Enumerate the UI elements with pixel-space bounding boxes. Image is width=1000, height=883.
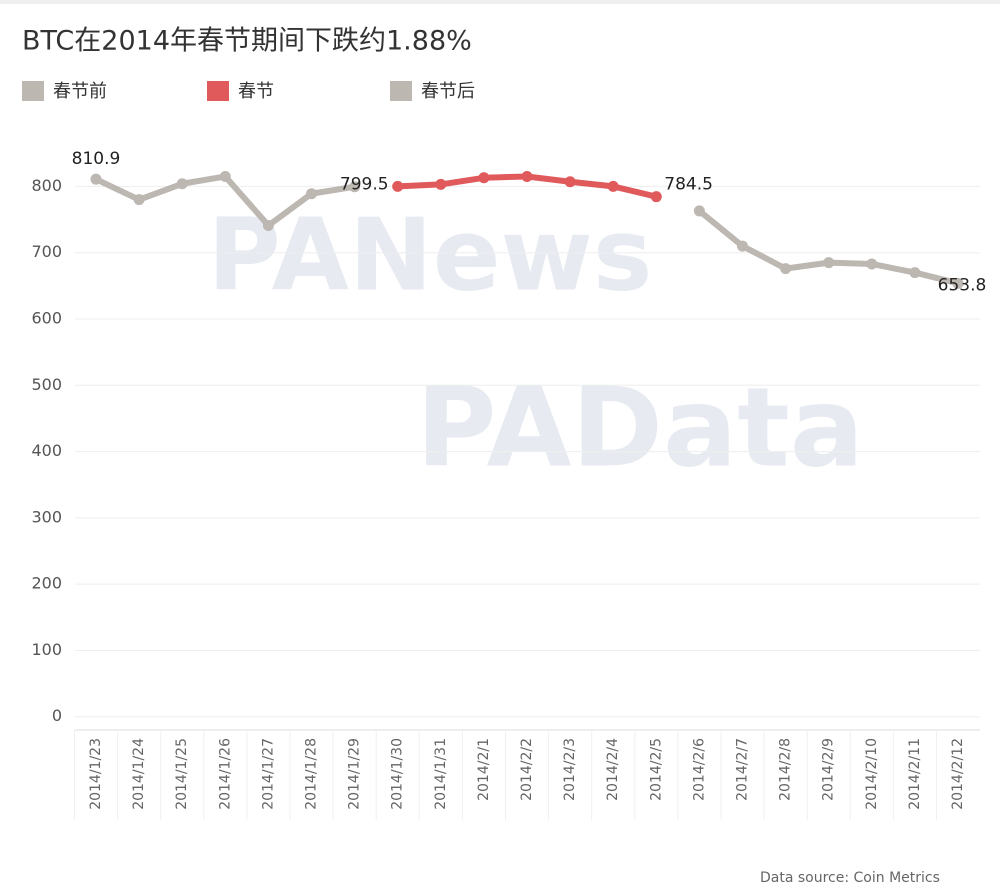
x-tick-label: 2014/1/24 bbox=[131, 738, 147, 810]
legend-swatch bbox=[390, 81, 412, 101]
legend-label: 春节前 bbox=[53, 81, 107, 102]
point bbox=[564, 176, 576, 188]
point bbox=[866, 258, 878, 270]
point bbox=[909, 267, 921, 279]
y-tick-label: 200 bbox=[31, 574, 62, 593]
y-tick-label: 100 bbox=[31, 640, 62, 659]
point bbox=[219, 170, 231, 182]
x-tick-label: 2014/1/26 bbox=[217, 738, 233, 810]
point bbox=[176, 178, 188, 190]
y-tick-label: 500 bbox=[31, 375, 62, 394]
x-tick-label: 2014/1/31 bbox=[433, 738, 449, 810]
point bbox=[693, 205, 705, 217]
x-tick-label: 2014/2/11 bbox=[907, 738, 923, 810]
watermark: PAData bbox=[416, 363, 864, 491]
legend-swatch bbox=[22, 81, 44, 101]
x-tick-label: 2014/1/27 bbox=[260, 738, 276, 810]
point bbox=[392, 180, 404, 192]
point bbox=[650, 191, 662, 203]
x-tick-label: 2014/2/10 bbox=[864, 738, 880, 810]
point bbox=[952, 277, 964, 289]
x-tick-label: 2014/1/30 bbox=[390, 738, 406, 810]
x-tick-label: 2014/2/5 bbox=[648, 738, 664, 801]
x-tick-label: 2014/1/25 bbox=[174, 738, 190, 810]
x-tick-label: 2014/2/12 bbox=[950, 738, 966, 810]
legend-label: 春节 bbox=[238, 81, 274, 102]
x-tick-label: 2014/2/7 bbox=[735, 738, 751, 801]
y-tick-label: 700 bbox=[31, 242, 62, 261]
x-tick-label: 2014/2/2 bbox=[519, 738, 535, 801]
point bbox=[349, 181, 361, 193]
legend-swatch bbox=[207, 81, 229, 101]
legend-label: 春节后 bbox=[421, 81, 475, 102]
x-tick-label: 2014/1/28 bbox=[304, 738, 320, 810]
y-tick-label: 0 bbox=[52, 706, 62, 725]
point bbox=[737, 240, 748, 252]
x-tick-label: 2014/2/6 bbox=[691, 738, 707, 801]
point bbox=[262, 220, 274, 232]
point bbox=[306, 188, 317, 200]
point bbox=[823, 257, 835, 269]
y-tick-label: 400 bbox=[31, 441, 62, 460]
chart-title: BTC在2014年春节期间下跌约1.88% bbox=[22, 26, 472, 57]
x-tick-label: 2014/2/4 bbox=[605, 738, 621, 801]
y-tick-label: 600 bbox=[31, 308, 62, 327]
x-tick-label: 2014/2/9 bbox=[821, 738, 837, 801]
data-label: 653.8 bbox=[938, 275, 987, 295]
x-tick-label: 2014/1/29 bbox=[347, 738, 363, 810]
x-tick-label: 2014/2/1 bbox=[476, 738, 492, 801]
point bbox=[90, 173, 102, 185]
data-label: 799.5 bbox=[340, 175, 389, 195]
top-bar bbox=[0, 0, 1000, 4]
data-label: 810.9 bbox=[72, 149, 121, 169]
data-label: 784.5 bbox=[664, 175, 713, 195]
point bbox=[521, 170, 533, 182]
point bbox=[607, 180, 619, 192]
x-tick-label: 2014/1/23 bbox=[88, 738, 104, 810]
point bbox=[780, 263, 792, 275]
point bbox=[435, 178, 447, 190]
x-tick-label: 2014/2/8 bbox=[778, 738, 794, 801]
source: Data source: Coin Metrics bbox=[760, 870, 940, 883]
y-tick-label: 300 bbox=[31, 507, 62, 526]
y-tick-label: 800 bbox=[31, 176, 62, 195]
point bbox=[133, 194, 145, 206]
watermark: PANews bbox=[208, 196, 653, 313]
point bbox=[478, 172, 490, 184]
x-tick-label: 2014/2/3 bbox=[562, 738, 578, 801]
